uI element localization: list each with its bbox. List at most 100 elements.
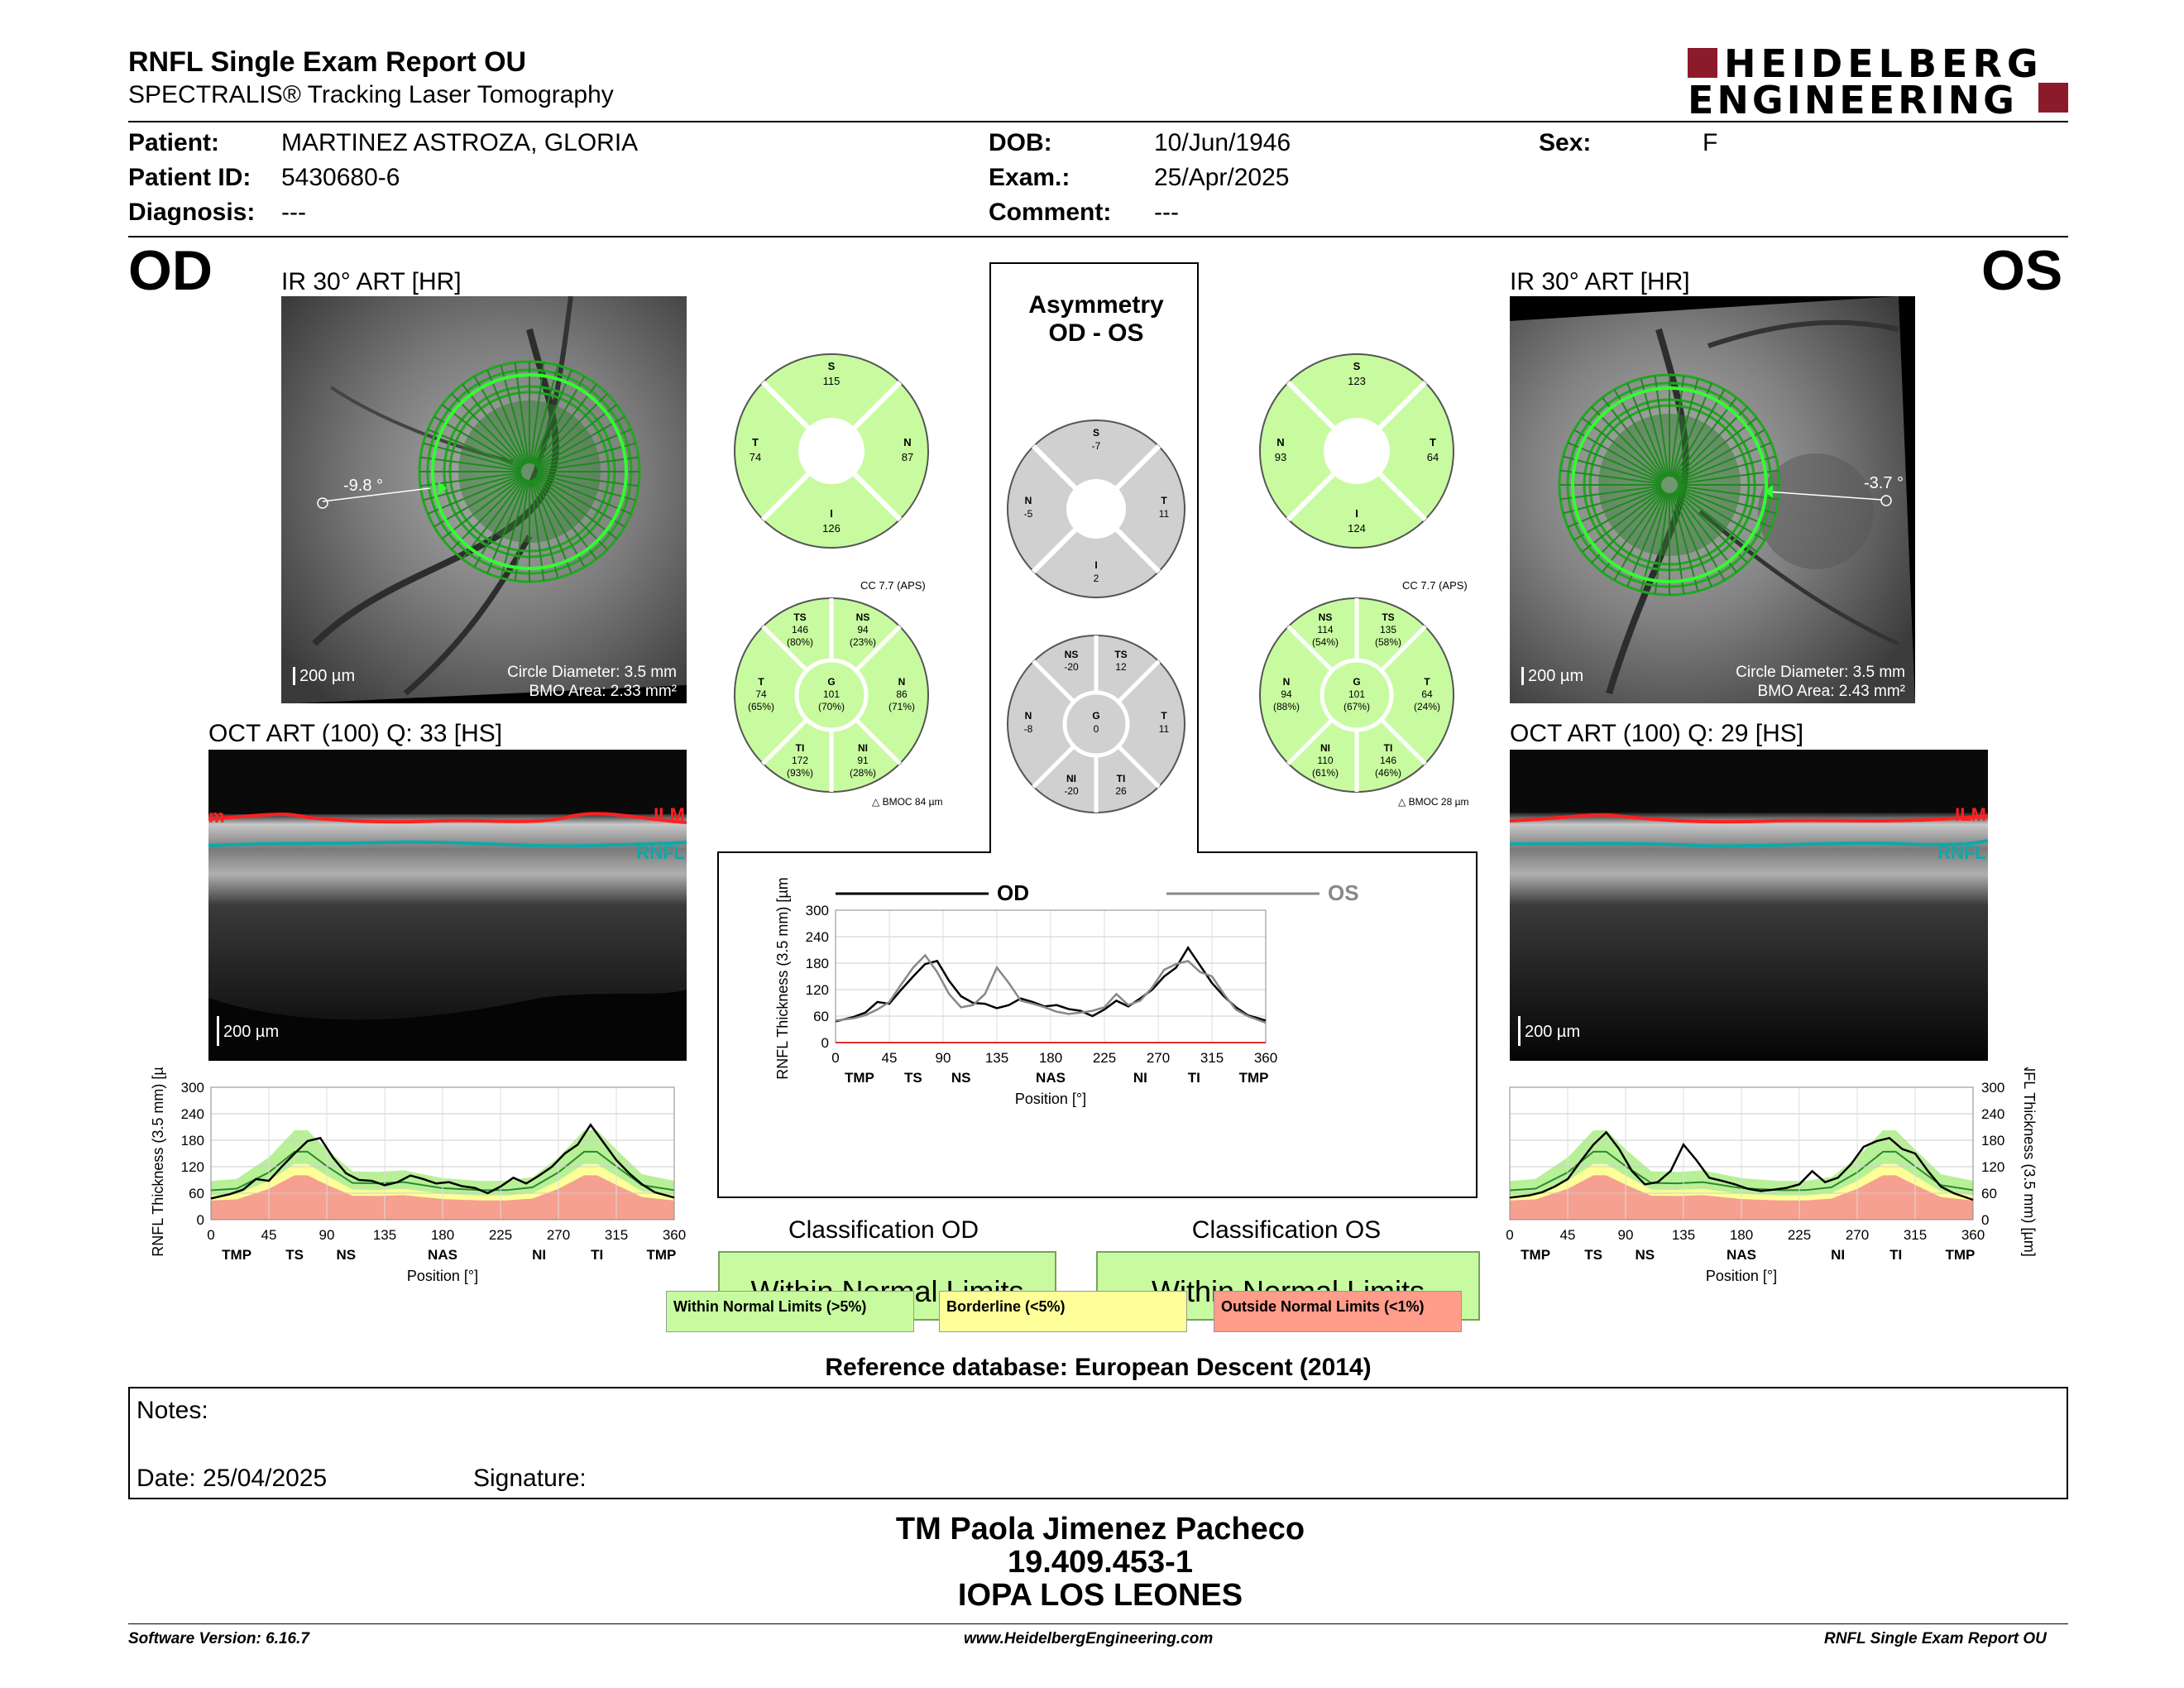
asym-quadrant-diagram: S -7 N -5 T 11 I 2 <box>1007 420 1185 598</box>
od-classification-title: Classification OD <box>788 1216 979 1244</box>
od-sec-ti-pct: (93%) <box>787 767 813 779</box>
od-bmoc-text: BMOC 84 µm <box>882 796 943 808</box>
os-thickness-chart: 0 60 120 180 240 300 0 45 90 135 180 225 270 315 360 TM… <box>1506 1067 2038 1284</box>
od-sec-n-value: 86 <box>896 688 908 700</box>
od-bmoc-label: △ BMOC 84 µm <box>872 796 943 808</box>
od-quadrant-diagram: S 115 T 74 N 87 I 126 <box>734 353 929 549</box>
notes-signature-label: Signature: <box>473 1465 587 1492</box>
asymmetry-title-line2: OD - OS <box>1048 319 1144 347</box>
asym-quad-n-letter: N <box>1025 495 1032 506</box>
asym-sec-ts-letter: TS <box>1114 649 1127 660</box>
x-tick-label: 225 <box>1093 1050 1116 1066</box>
legend-onl: Outside Normal Limits (<1%) <box>1214 1291 1462 1332</box>
od-scale-bar <box>293 667 295 685</box>
od-quad-s-letter: S <box>828 360 836 372</box>
y-tick-label: 120 <box>806 982 829 998</box>
od-thickness-chart: 0 60 120 180 240 300 0 45 90 135 180 225 270 315 360 TM… <box>150 1067 686 1284</box>
os-sec-ni-value: 110 <box>1317 755 1333 766</box>
x-tick-label: 0 <box>1506 1227 1513 1243</box>
os-oct-scale-bar <box>1518 1016 1521 1046</box>
od-sec-ns-value: 94 <box>857 624 869 635</box>
series-line-od <box>835 946 1267 1023</box>
signer-id: 19.409.453-1 <box>1008 1545 1193 1580</box>
os-sec-ti-pct: (46%) <box>1375 767 1401 779</box>
logo-text-engineering: ENGINEERING <box>1688 78 2018 122</box>
os-quad-s-value: 123 <box>1348 375 1366 387</box>
asym-sec-n-value: -8 <box>1024 723 1033 735</box>
reference-database: Reference database: European Descent (20… <box>825 1354 1372 1381</box>
od-oct-caption: OCT ART (100) Q: 33 [HS] <box>208 720 503 747</box>
asym-sec-g-letter: G <box>1092 710 1099 722</box>
region-label: NS <box>951 1070 971 1086</box>
region-label: TMP <box>1521 1247 1550 1263</box>
asym-sec-ns-value: -20 <box>1064 661 1079 673</box>
od-sec-ts-letter: TS <box>793 611 806 623</box>
x-tick-label: 315 <box>1904 1227 1927 1243</box>
od-scale-label: 200 µm <box>299 667 356 685</box>
os-cc-label: CC 7.7 (APS) <box>1402 579 1468 592</box>
os-bmoc-label: △ BMOC 28 µm <box>1398 796 1469 808</box>
x-tick-label: 180 <box>431 1227 454 1243</box>
od-oct-scale: 200 µm <box>223 1023 280 1041</box>
od-eye-label: OD <box>128 239 213 302</box>
od-sec-g-letter: G <box>827 676 835 688</box>
asym-sec-ti-letter: TI <box>1117 773 1126 784</box>
os-sec-n-value: 94 <box>1281 688 1292 700</box>
y-axis-label: RNFL Thickness (3.5 mm) [µm] <box>150 1067 166 1257</box>
od-cc-label: CC 7.7 (APS) <box>860 579 926 592</box>
region-label: TI <box>591 1247 603 1263</box>
os-angle-label: -3.7 ° <box>1864 474 1904 492</box>
signer-institution: IOPA LOS LEONES <box>957 1578 1243 1613</box>
x-tick-label: 180 <box>1039 1050 1062 1066</box>
os-oct-caption: OCT ART (100) Q: 29 [HS] <box>1510 720 1804 747</box>
exam-label: Exam.: <box>989 164 1070 191</box>
footer-divider <box>128 1623 2068 1624</box>
y-tick-label: 180 <box>1981 1133 2004 1149</box>
x-tick-label: 135 <box>985 1050 1008 1066</box>
notes-box[interactable]: Notes: Date: 25/04/2025 Signature: <box>128 1387 2068 1499</box>
report-subtitle: SPECTRALIS® Tracking Laser Tomography <box>128 81 614 108</box>
os-sec-ns-letter: NS <box>1319 611 1333 623</box>
od-sec-ns-pct: (23%) <box>850 636 876 648</box>
od-quad-n-letter: N <box>903 436 911 448</box>
region-label: TMP <box>1239 1070 1269 1086</box>
os-sec-g-pct: (67%) <box>1343 701 1370 712</box>
region-label: NS <box>1636 1247 1655 1263</box>
os-quadrant-diagram: S 123 N 93 T 64 I 124 <box>1259 353 1454 549</box>
footer-website[interactable]: www.HeidelbergEngineering.com <box>964 1630 1214 1647</box>
x-axis-label: Position [°] <box>407 1268 478 1284</box>
x-tick-label: 45 <box>261 1227 277 1243</box>
legend-os-label: OS <box>1328 880 1359 905</box>
region-label: TS <box>1584 1247 1602 1263</box>
patient-divider <box>128 236 2068 237</box>
od-sec-n-pct: (71%) <box>888 701 915 712</box>
od-sec-t-value: 74 <box>755 688 767 700</box>
region-label: TI <box>1188 1070 1200 1086</box>
os-sec-ti-letter: TI <box>1384 742 1393 754</box>
x-tick-label: 315 <box>605 1227 628 1243</box>
od-quad-t-letter: T <box>752 436 759 448</box>
x-tick-label: 225 <box>489 1227 512 1243</box>
x-tick-label: 45 <box>882 1050 898 1066</box>
sex-value: F <box>1703 129 1718 156</box>
asym-sec-ns-letter: NS <box>1065 649 1079 660</box>
region-label: TMP <box>222 1247 251 1263</box>
plot-frame <box>210 1086 675 1220</box>
y-tick-label: 120 <box>1981 1159 2004 1175</box>
x-tick-label: 360 <box>1961 1227 1985 1243</box>
x-tick-label: 135 <box>373 1227 396 1243</box>
legend-od-label: OD <box>997 880 1029 905</box>
notes-date: Date: 25/04/2025 <box>136 1465 328 1492</box>
x-tick-label: 90 <box>936 1050 951 1066</box>
asymmetry-title-line1: Asymmetry <box>1028 291 1164 319</box>
x-tick-label: 45 <box>1560 1227 1576 1243</box>
od-ilm-left-label: m <box>208 806 225 827</box>
od-circle-diameter: Circle Diameter: 3.5 mm <box>507 664 677 681</box>
region-label: TMP <box>1945 1247 1975 1263</box>
region-label: TS <box>285 1247 304 1263</box>
x-tick-label: 270 <box>547 1227 570 1243</box>
logo-square-bottom <box>2038 83 2068 113</box>
region-label: NAS <box>1036 1070 1066 1086</box>
os-sec-ts-pct: (58%) <box>1375 636 1401 648</box>
patient-id: 5430680-6 <box>281 164 400 191</box>
